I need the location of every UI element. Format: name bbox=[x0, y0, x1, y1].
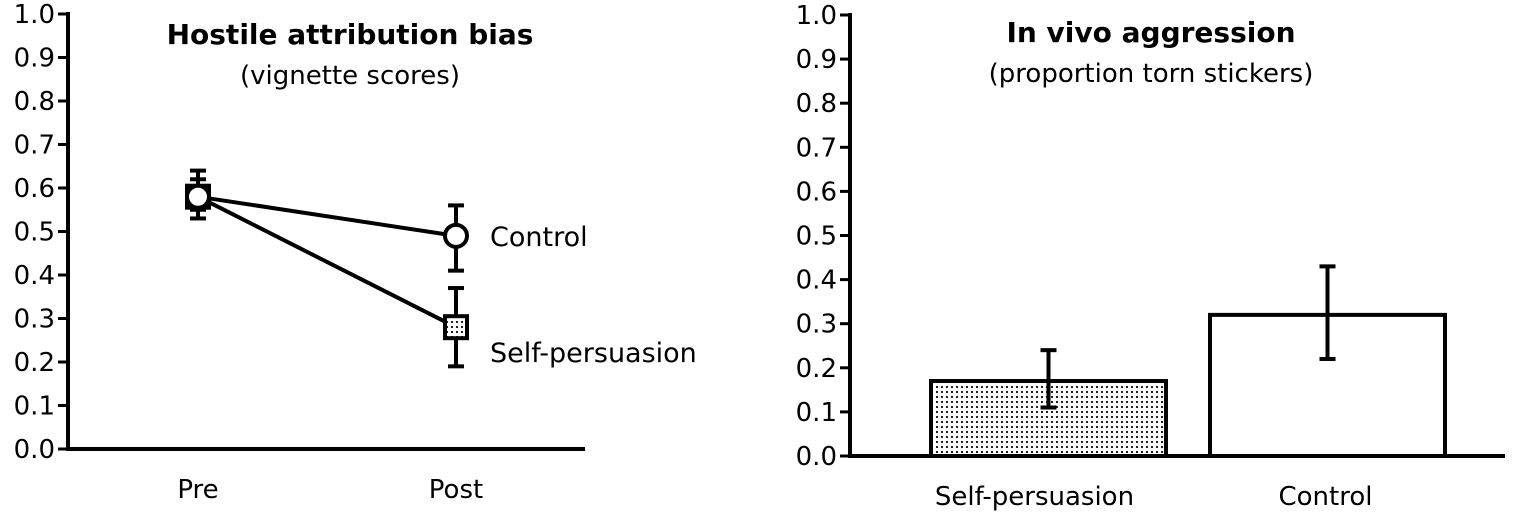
y-tick-label: 0.4 bbox=[14, 261, 55, 291]
y-tick-label: 0.2 bbox=[796, 354, 837, 384]
y-tick-label: 1.0 bbox=[796, 1, 837, 31]
y-tick-label: 0.3 bbox=[796, 310, 837, 340]
y-tick-label: 0.0 bbox=[796, 442, 837, 472]
data-point-square bbox=[443, 314, 469, 341]
data-point-circle bbox=[443, 222, 469, 249]
series-label: Self-persuasion bbox=[490, 338, 697, 369]
y-tick-label: 0.8 bbox=[796, 89, 837, 119]
y-tick-label: 0.3 bbox=[14, 305, 55, 335]
y-tick-label: 0.5 bbox=[796, 222, 837, 252]
data-point-circle bbox=[185, 183, 211, 210]
y-tick-label: 0.9 bbox=[14, 44, 55, 74]
y-tick-label: 0.2 bbox=[14, 348, 55, 378]
y-tick-label: 0.8 bbox=[14, 87, 55, 117]
y-tick-label: 0.4 bbox=[796, 266, 837, 296]
x-category-label: Self-persuasion bbox=[935, 482, 1134, 512]
x-category-label: Pre bbox=[177, 475, 218, 505]
line-chart-subtitle: (vignette scores) bbox=[240, 61, 460, 91]
bar-chart-title: In vivo aggression bbox=[1006, 16, 1295, 49]
y-tick-label: 0.0 bbox=[14, 435, 55, 465]
bar-chart-panel: In vivo aggression (proportion torn stic… bbox=[796, 1, 1505, 512]
y-tick-label: 0.6 bbox=[796, 177, 837, 207]
line-chart-panel: Hostile attribution bias (vignette score… bbox=[14, 0, 697, 505]
y-tick-label: 0.1 bbox=[796, 398, 837, 428]
x-category-label: Control bbox=[1279, 482, 1373, 512]
y-tick-label: 0.9 bbox=[796, 45, 837, 75]
series-line bbox=[197, 194, 457, 238]
y-tick-label: 0.7 bbox=[796, 133, 837, 163]
y-tick-label: 0.6 bbox=[14, 174, 55, 204]
y-tick-label: 0.5 bbox=[14, 218, 55, 248]
line-chart-title: Hostile attribution bias bbox=[167, 18, 534, 51]
series-line bbox=[197, 194, 457, 329]
series-label: Control bbox=[490, 222, 588, 253]
y-tick-label: 0.1 bbox=[14, 392, 55, 422]
x-category-label: Post bbox=[429, 475, 483, 505]
y-tick-label: 1.0 bbox=[14, 0, 55, 30]
bar-chart-subtitle: (proportion torn stickers) bbox=[989, 59, 1314, 89]
y-tick-label: 0.7 bbox=[14, 131, 55, 161]
